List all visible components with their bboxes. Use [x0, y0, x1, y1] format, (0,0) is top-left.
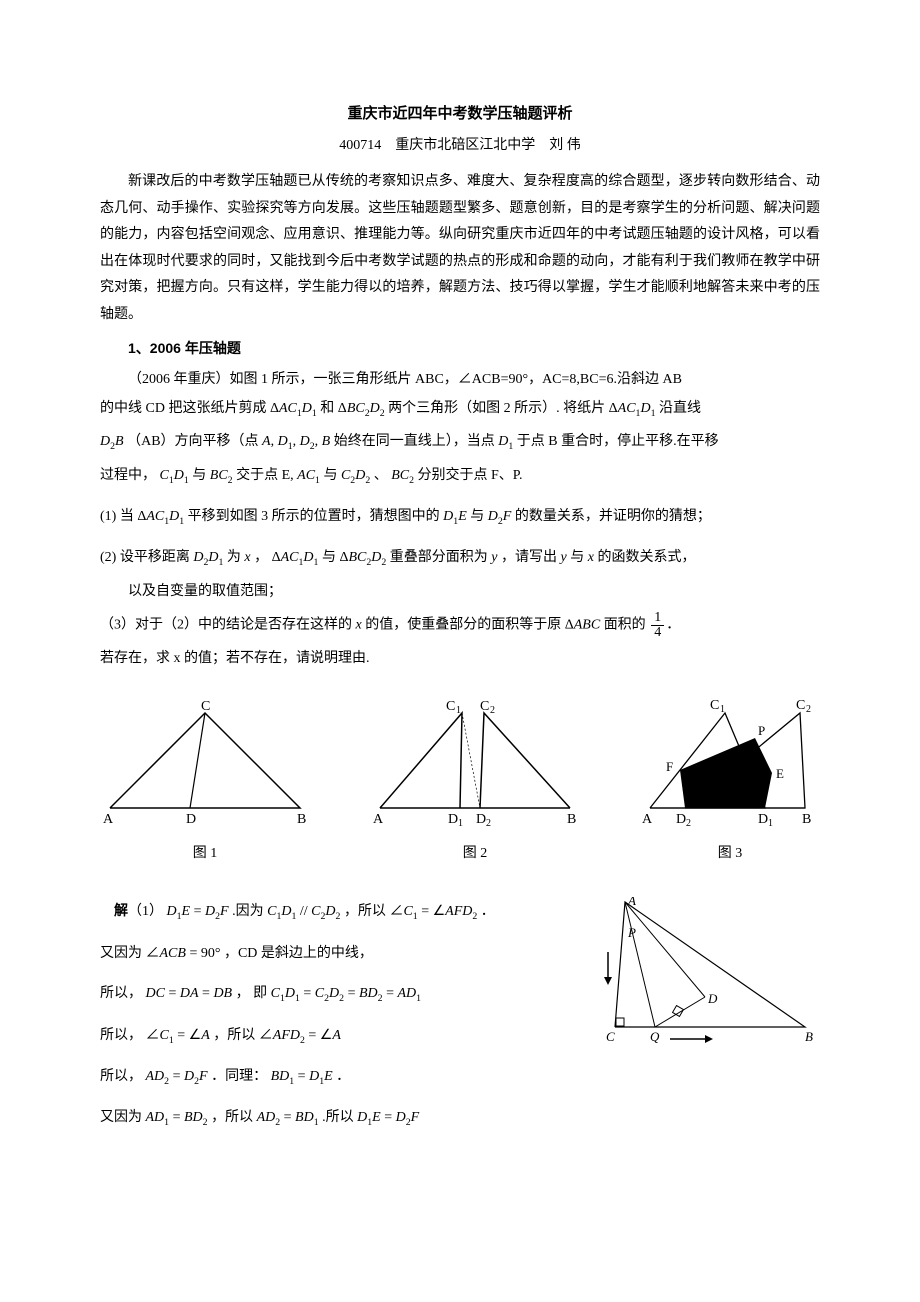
svg-text:E: E — [776, 766, 784, 781]
svg-text:D: D — [186, 812, 196, 827]
svg-text:D: D — [707, 991, 718, 1006]
svg-text:A: A — [642, 812, 653, 827]
svg-text:A: A — [103, 812, 114, 827]
page-subtitle: 400714 重庆市北碚区江北中学 刘 伟 — [100, 133, 820, 160]
figures-row: A D B C 图 1 A D1 D2 B C1 C2 图 2 — [100, 693, 820, 867]
svg-text:D: D — [676, 812, 686, 827]
svg-text:P: P — [758, 723, 765, 738]
question-3-tail: 若存在，求 x 的值；若不存在，请说明理由. — [100, 646, 820, 673]
svg-text:C: C — [710, 698, 719, 713]
problem-line-3: 过程中， C1D1 与 BC2 交于点 E, AC1 与 C2D2 、 BC2 … — [100, 463, 820, 490]
svg-text:B: B — [297, 812, 306, 827]
figure-2-label: 图 2 — [370, 841, 580, 868]
solution-line-3: 所以， DC = DA = DB ， 即 C1D1 = C2D2 = BD2 =… — [100, 981, 570, 1008]
svg-text:P: P — [627, 925, 636, 940]
svg-text:B: B — [805, 1029, 813, 1044]
problem-line-0: （2006 年重庆）如图 1 所示，一张三角形纸片 ABC，∠ACB=90°，A… — [100, 367, 820, 394]
school: 重庆市北碚区江北中学 — [395, 138, 535, 153]
question-1: (1) 当 ΔAC1D1 平移到如图 3 所示的位置时，猜想图中的 D1E 与 … — [100, 504, 820, 531]
svg-text:Q: Q — [650, 1029, 660, 1044]
svg-text:C: C — [446, 699, 455, 714]
svg-text:C: C — [796, 698, 805, 713]
svg-text:A: A — [373, 812, 384, 827]
figure-3-label: 图 3 — [640, 841, 820, 868]
svg-text:B: B — [567, 812, 576, 827]
page-title: 重庆市近四年中考数学压轴题评析 — [100, 100, 820, 129]
svg-text:2: 2 — [486, 818, 491, 828]
svg-text:2: 2 — [490, 705, 495, 716]
solution-block: 解（1） D1E = D2F .因为 C1D1 // C2D2 ，所以 ∠C1 … — [100, 897, 820, 1147]
solution-line-5: 所以， AD2 = D2F ．同理： BD1 = D1E ． — [100, 1064, 570, 1091]
figure-3: A D2 D1 B C1 C2 F E P 图 3 — [640, 693, 820, 867]
svg-text:A: A — [627, 897, 636, 908]
problem-line-2: D2B （AB）方向平移（点 A, D1, D2, B 始终在同一直线上），当点… — [100, 429, 820, 456]
svg-text:F: F — [666, 759, 673, 774]
section-1-heading: 1、2006 年压轴题 — [100, 335, 820, 364]
postcode: 400714 — [339, 138, 381, 153]
solution-line-6: 又因为 AD1 = BD2 ，所以 AD2 = BD1 .所以 D1E = D2… — [100, 1105, 570, 1132]
svg-text:2: 2 — [686, 818, 691, 828]
figure-2: A D1 D2 B C1 C2 图 2 — [370, 698, 580, 867]
svg-text:1: 1 — [458, 818, 463, 828]
svg-text:C: C — [201, 699, 210, 714]
intro-paragraph: 新课改后的中考数学压轴题已从传统的考察知识点多、难度大、复杂程度高的综合题型，逐… — [100, 169, 820, 329]
question-2-line2: 以及自变量的取值范围； — [100, 579, 820, 606]
svg-text:C: C — [606, 1029, 615, 1044]
svg-text:C: C — [480, 699, 489, 714]
svg-text:1: 1 — [768, 818, 773, 828]
svg-text:B: B — [802, 812, 811, 827]
question-2: (2) 设平移距离 D2D1 为 x ， ΔAC1D1 与 ΔBC2D2 重叠部… — [100, 545, 820, 572]
figure-1-label: 图 1 — [100, 841, 310, 868]
svg-text:1: 1 — [456, 705, 461, 716]
svg-text:1: 1 — [720, 704, 725, 715]
solution-line-1: 解（1） D1E = D2F .因为 C1D1 // C2D2 ，所以 ∠C1 … — [100, 897, 570, 926]
author: 刘 伟 — [549, 138, 581, 153]
svg-text:D: D — [448, 812, 458, 827]
problem-line-1: 的中线 CD 把这张纸片剪成 ΔAC1D1 和 ΔBC2D2 两个三角形（如图 … — [100, 396, 820, 423]
solution-line-2: 又因为 ∠ACB = 90° ，CD 是斜边上的中线， — [100, 941, 570, 968]
figure-1: A D B C 图 1 — [100, 698, 310, 867]
svg-text:D: D — [758, 812, 768, 827]
aux-figure: A P C Q D B — [600, 897, 820, 1058]
svg-text:D: D — [476, 812, 486, 827]
svg-text:2: 2 — [806, 704, 811, 715]
solution-line-4: 所以， ∠C1 = ∠A ，所以 ∠AFD2 = ∠A — [100, 1023, 570, 1050]
question-3: （3）对于（2）中的结论是否存在这样的 x 的值，使重叠部分的面积等于原 ΔAB… — [100, 611, 820, 640]
